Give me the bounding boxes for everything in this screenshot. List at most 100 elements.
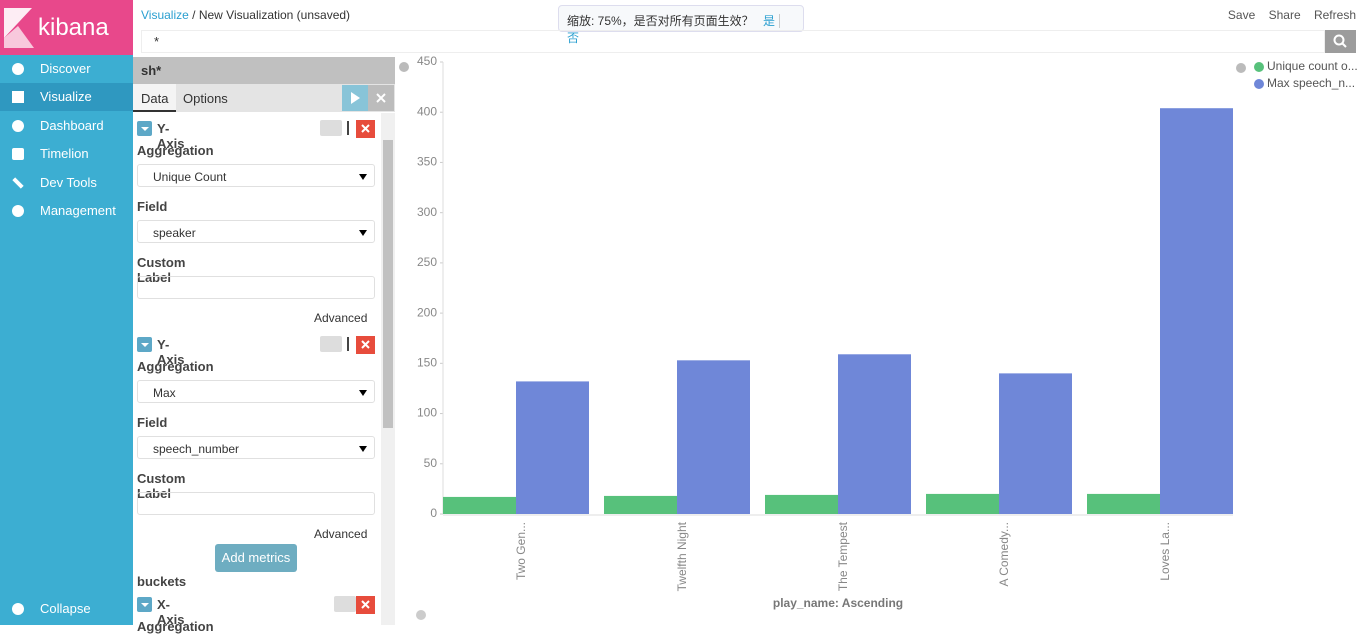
nav-item[interactable]: Discover — [0, 55, 133, 83]
editor: sh* Data Options — [133, 56, 395, 625]
label: Custom Label — [137, 255, 186, 285]
x-tick-label: Twelfth Night — [675, 521, 689, 591]
x-icon — [361, 124, 370, 133]
bar — [677, 360, 750, 514]
x-icon — [361, 340, 370, 349]
tab[interactable]: Options — [183, 91, 228, 106]
nav-item[interactable]: Dev Tools — [0, 169, 133, 197]
move-handle[interactable] — [347, 121, 349, 135]
action[interactable]: Refresh — [1313, 8, 1356, 22]
toggle-icon[interactable] — [399, 62, 409, 72]
search-input[interactable]: * — [141, 30, 1325, 53]
topbar: Visualize / New Visualization (unsaved) … — [133, 0, 1364, 56]
y-tick-label: 350 — [417, 155, 437, 169]
select[interactable]: speech_number — [137, 436, 375, 459]
label: Custom Label — [137, 471, 186, 501]
label: Aggregation — [137, 143, 214, 158]
nav-label: Timelion — [40, 146, 89, 161]
tabs: Data Options — [133, 84, 395, 112]
search-icon — [1333, 34, 1347, 48]
bar — [604, 495, 677, 514]
input[interactable] — [137, 276, 375, 299]
breadcrumb-link[interactable]: Visualize — [141, 8, 189, 22]
x-tick-label: Two Gen... — [514, 522, 528, 580]
action[interactable]: Save — [1227, 8, 1256, 22]
scrollbar[interactable] — [381, 113, 395, 625]
collapse-toggle[interactable] — [137, 597, 152, 612]
breadcrumb: Visualize / New Visualization (unsaved) — [141, 8, 350, 22]
toggle-icon[interactable] — [416, 610, 426, 620]
x-tick-label: The Tempest — [836, 521, 850, 591]
collapse-toggle[interactable] — [137, 121, 152, 136]
label: Aggregation — [137, 359, 214, 374]
nav-label: Discover — [40, 61, 91, 76]
agg-title: Y-Axis — [157, 337, 185, 367]
nav-item[interactable]: Management — [0, 197, 133, 225]
nav-label: Dashboard — [40, 118, 104, 133]
disable-toggle[interactable] — [320, 120, 342, 136]
select[interactable]: Unique Count — [137, 164, 375, 187]
logo-text: kibana — [38, 14, 109, 41]
y-tick-label: 300 — [417, 205, 437, 219]
advanced-link[interactable]: Advanced — [314, 311, 368, 325]
select[interactable]: Max — [137, 380, 375, 403]
logo-icon — [4, 8, 34, 48]
nav-item[interactable]: Timelion — [0, 140, 133, 168]
nav-label: Collapse — [40, 601, 91, 616]
advanced-link[interactable]: Advanced — [314, 527, 368, 541]
y-tick-label: 450 — [417, 56, 437, 68]
tab[interactable]: Data — [133, 84, 177, 112]
collapse[interactable]: Collapse — [0, 595, 133, 623]
label: Aggregation — [137, 619, 214, 634]
actions: Save Share Refresh — [1228, 8, 1356, 22]
remove-button[interactable] — [356, 336, 375, 354]
input[interactable] — [137, 492, 375, 515]
x-icon — [376, 93, 386, 103]
y-tick-label: 100 — [417, 406, 437, 420]
scroll-thumb[interactable] — [383, 140, 393, 428]
search-button[interactable] — [1325, 30, 1356, 53]
breadcrumb-sep: / — [192, 8, 196, 22]
move-handle[interactable] — [347, 337, 349, 351]
disable-toggle[interactable] — [320, 336, 342, 352]
add-metrics[interactable]: Add metrics — [215, 544, 297, 572]
x-axis-title: play_name: Ascending — [773, 596, 903, 610]
logo[interactable]: kibana — [0, 0, 133, 55]
nav-label: Visualize — [40, 89, 92, 104]
index: sh* — [141, 63, 162, 78]
zoom-no[interactable]: 否 — [567, 31, 580, 45]
discard-button[interactable] — [368, 85, 394, 111]
x-tick-label: A Comedy... — [997, 522, 1011, 586]
legend-toggle[interactable] — [1236, 63, 1246, 73]
nav-item[interactable]: Dashboard — [0, 112, 133, 140]
label: Field — [137, 199, 168, 214]
query: * — [154, 34, 160, 49]
remove-button[interactable] — [356, 120, 375, 138]
disable-toggle[interactable] — [334, 596, 356, 612]
index-bar: sh* — [133, 57, 395, 84]
agg-title: X-Axis — [157, 597, 185, 627]
y-tick-label: 150 — [417, 356, 437, 370]
legend-label: Unique count o... — [1267, 59, 1358, 73]
y-tick-label: 250 — [417, 255, 437, 269]
bar — [443, 496, 516, 514]
nav-label: Dev Tools — [40, 175, 97, 190]
x-icon — [361, 600, 370, 609]
legend-swatch — [1254, 79, 1264, 89]
apply-button[interactable] — [342, 85, 368, 111]
section-title: buckets — [137, 574, 187, 589]
y-tick-label: 200 — [417, 305, 437, 319]
zoom-text: 缩放: 75%，是否对所有页面生效？ — [567, 14, 754, 28]
remove-button[interactable] — [356, 596, 375, 614]
bar — [765, 494, 838, 514]
action[interactable]: Share — [1268, 8, 1301, 22]
nav-label: Management — [40, 203, 116, 218]
nav-item[interactable]: Visualize — [0, 83, 133, 111]
zoom-yes[interactable]: 是 — [763, 14, 781, 28]
select[interactable]: speaker — [137, 220, 375, 243]
zoom-prompt: 缩放: 75%，是否对所有页面生效？ 是 否 — [558, 5, 804, 45]
collapse-toggle[interactable] — [137, 337, 152, 352]
legend-swatch — [1254, 62, 1264, 72]
y-tick-label: 50 — [424, 456, 438, 470]
